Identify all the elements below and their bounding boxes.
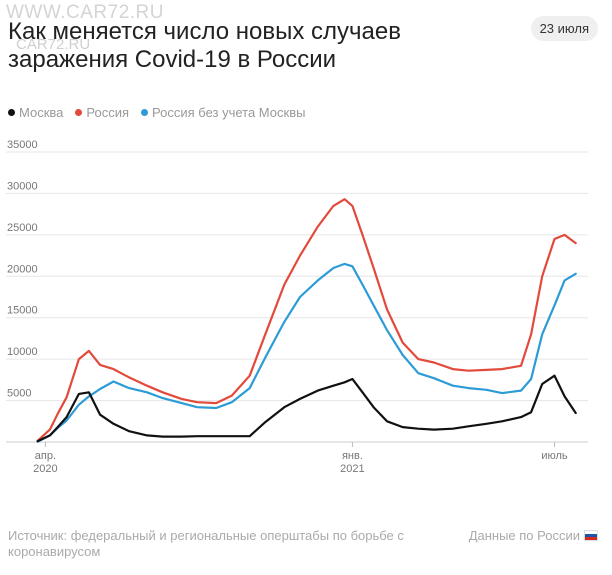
legend-dot-russia [75, 109, 83, 116]
x-tick-label: апр. [35, 450, 56, 462]
x-tick-label-year: 2021 [340, 463, 364, 475]
watermark: WWW.CAR72.RU [6, 2, 164, 23]
series-line-moscow [36, 374, 577, 443]
x-tick-label: июль [541, 450, 568, 462]
country-data-label: Данные по России [468, 528, 580, 543]
country-data-link[interactable]: Данные по России [469, 528, 598, 543]
legend-dot-moscow [8, 109, 15, 116]
x-tick-label: янв. [342, 450, 363, 462]
y-tick-label: 25000 [7, 222, 38, 234]
y-tick-label: 15000 [7, 305, 38, 317]
legend-item-moscow[interactable]: Москва [8, 105, 63, 120]
series-line-russia-ex-moscow [36, 262, 577, 443]
legend-label-russia: Россия [86, 105, 130, 120]
y-tick-label: 30000 [7, 180, 38, 192]
x-tick-label-year: 2020 [33, 463, 57, 475]
russia-flag-icon [584, 530, 598, 541]
legend-item-russia-ex-moscow[interactable]: Россия без учета Москвы [141, 105, 305, 120]
y-tick-label: 5000 [7, 388, 31, 400]
legend-item-russia[interactable]: Россия [75, 105, 129, 120]
source-note: Источник: федеральный и региональные опе… [8, 528, 404, 559]
legend-dot-russia-ex-moscow [141, 109, 149, 116]
line-chart: 3500030000250002000015000100005000апр.20… [6, 140, 588, 475]
y-tick-label: 20000 [7, 263, 38, 275]
legend-label-russia-ex-moscow: Россия без учета Москвы [152, 105, 306, 120]
y-tick-label: 35000 [7, 140, 38, 151]
chart-title: Как меняется число новых случаев заражен… [8, 18, 401, 73]
legend-label-moscow: Москва [19, 105, 64, 120]
watermark-secondary: CAR72.RU [16, 36, 91, 53]
date-badge: 23 июля [530, 16, 598, 41]
legend: Москва Россия Россия без учета Москвы [8, 105, 305, 120]
series-line-russia [36, 198, 577, 442]
y-tick-label: 10000 [7, 346, 38, 358]
